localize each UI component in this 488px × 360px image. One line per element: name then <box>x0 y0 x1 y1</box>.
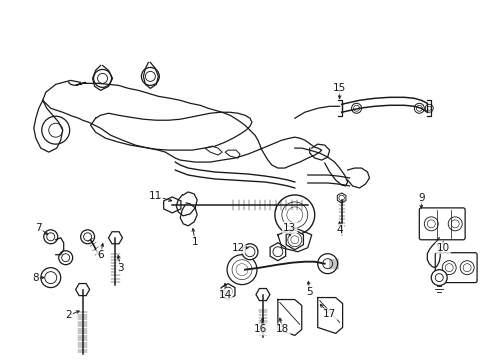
Circle shape <box>444 264 452 272</box>
Circle shape <box>234 262 249 278</box>
Polygon shape <box>76 284 89 296</box>
Circle shape <box>45 272 57 284</box>
Text: 1: 1 <box>191 237 198 247</box>
Text: 16: 16 <box>253 324 266 334</box>
Circle shape <box>232 260 251 280</box>
Text: 17: 17 <box>323 310 336 319</box>
Circle shape <box>286 207 302 223</box>
Text: 2: 2 <box>65 310 72 320</box>
Circle shape <box>287 233 301 247</box>
Circle shape <box>447 217 461 231</box>
Circle shape <box>83 233 91 241</box>
Text: 14: 14 <box>218 289 231 300</box>
Text: 12: 12 <box>231 243 244 253</box>
Text: 18: 18 <box>276 324 289 334</box>
Circle shape <box>353 105 359 111</box>
Polygon shape <box>163 197 181 213</box>
Circle shape <box>81 230 94 244</box>
Circle shape <box>424 217 437 231</box>
Circle shape <box>274 195 314 235</box>
Circle shape <box>450 220 458 228</box>
FancyBboxPatch shape <box>434 253 476 283</box>
Circle shape <box>145 71 155 81</box>
Text: 7: 7 <box>36 223 42 233</box>
Text: 8: 8 <box>32 273 39 283</box>
Circle shape <box>272 247 282 257</box>
Circle shape <box>47 233 55 241</box>
Circle shape <box>351 103 361 113</box>
Circle shape <box>223 287 232 296</box>
Circle shape <box>441 261 455 275</box>
Circle shape <box>282 203 306 227</box>
Text: 5: 5 <box>306 287 312 297</box>
Circle shape <box>425 104 432 112</box>
FancyBboxPatch shape <box>419 208 464 240</box>
Circle shape <box>226 255 256 285</box>
Circle shape <box>59 251 73 265</box>
Text: 3: 3 <box>117 263 123 273</box>
Text: 6: 6 <box>97 250 103 260</box>
Circle shape <box>317 254 337 274</box>
Circle shape <box>427 106 430 110</box>
Circle shape <box>281 202 307 228</box>
Polygon shape <box>108 232 122 244</box>
Polygon shape <box>269 243 285 261</box>
Circle shape <box>141 67 159 85</box>
Circle shape <box>242 244 258 260</box>
Circle shape <box>462 264 470 272</box>
Circle shape <box>413 103 424 113</box>
Circle shape <box>236 264 247 276</box>
Text: 9: 9 <box>417 193 424 203</box>
Polygon shape <box>221 284 235 300</box>
Circle shape <box>98 73 107 84</box>
Text: 15: 15 <box>332 84 346 93</box>
Circle shape <box>49 123 62 137</box>
Polygon shape <box>337 193 345 203</box>
Circle shape <box>41 116 69 144</box>
Circle shape <box>459 261 473 275</box>
Circle shape <box>61 254 69 262</box>
Polygon shape <box>255 288 269 301</box>
Circle shape <box>322 259 332 269</box>
Text: 10: 10 <box>436 243 449 253</box>
Circle shape <box>290 236 298 244</box>
Text: 13: 13 <box>283 223 296 233</box>
Circle shape <box>430 270 447 285</box>
Circle shape <box>44 230 58 244</box>
Text: 11: 11 <box>148 191 162 201</box>
Circle shape <box>415 105 422 111</box>
Circle shape <box>244 247 254 257</box>
Circle shape <box>41 268 61 288</box>
Circle shape <box>289 234 300 245</box>
Polygon shape <box>285 230 303 250</box>
Text: 4: 4 <box>336 225 342 235</box>
Circle shape <box>338 195 344 201</box>
Circle shape <box>427 220 434 228</box>
Circle shape <box>93 69 111 87</box>
Circle shape <box>434 274 442 282</box>
